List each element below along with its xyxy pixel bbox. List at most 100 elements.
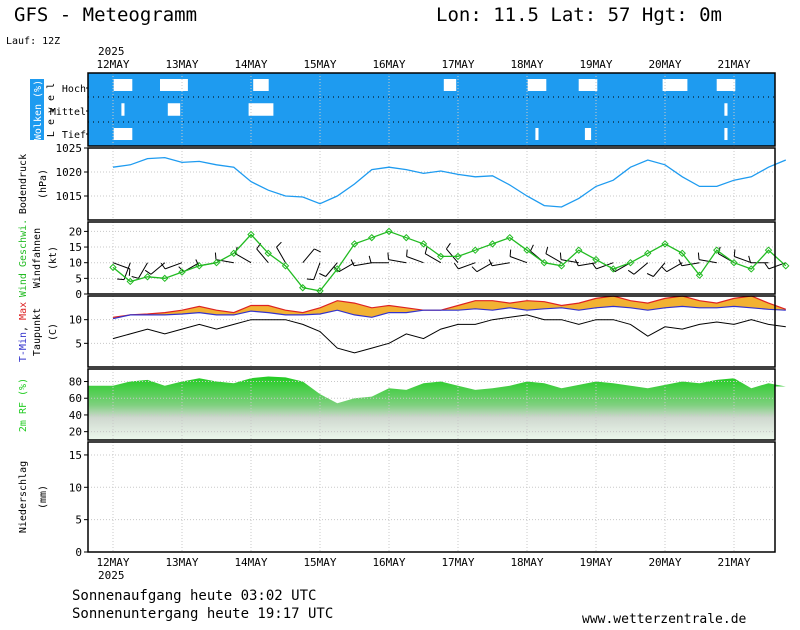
- day-label-bottom: 14MAY: [234, 556, 267, 569]
- wind-barb-feather: [545, 246, 549, 254]
- cloud-level-axis-label: L e v e l: [46, 83, 57, 137]
- wind-barb-feather: [733, 249, 736, 257]
- temp-max-line: [112, 295, 787, 318]
- wind-speed-point: [575, 246, 583, 254]
- pressure-line: [112, 156, 787, 208]
- cloud-gap: [113, 79, 133, 91]
- wind-speed-point: [299, 284, 307, 292]
- cloud-level-label: Hoch: [62, 84, 86, 95]
- wind-barb-feather: [214, 252, 217, 260]
- wind-speed-point: [350, 240, 359, 248]
- pressure-ytick-label: 1025: [56, 142, 83, 155]
- day-label-bottom: 20MAY: [648, 556, 681, 569]
- wind-barb-feather: [471, 266, 478, 273]
- wind-barb-feather: [117, 278, 125, 281]
- temp-ylabel-sep: ,: [18, 320, 29, 332]
- wind-barb-staff: [150, 262, 166, 275]
- temp-ytick-label: 10: [69, 314, 82, 327]
- wind-barb-feather: [509, 249, 512, 257]
- cloud-gap: [113, 128, 133, 140]
- cloud-gap: [535, 128, 539, 140]
- precip-unit: (mm): [38, 485, 49, 509]
- wind-speed-point: [764, 246, 773, 254]
- wind-barb-feather: [387, 252, 389, 260]
- wind-ylabel: Wind Geschwi.: [18, 219, 29, 297]
- wind-speed-point: [557, 262, 566, 270]
- wind-barb-feather: [160, 262, 166, 270]
- day-label-bottom: 12MAY: [96, 556, 129, 569]
- wind-speed-point: [368, 233, 376, 242]
- day-label-top: 19MAY: [579, 58, 612, 71]
- wind-barb-feather: [144, 269, 152, 275]
- wind-barb-feather: [764, 262, 770, 270]
- temp-range-area: [113, 296, 786, 319]
- wind-barb-feather: [453, 262, 459, 270]
- page-title: GFS - Meteogramm: [14, 4, 197, 26]
- wind-barb-staff: [388, 259, 407, 264]
- precip-ytick-label: 10: [69, 481, 82, 494]
- day-label-top: 20MAY: [648, 58, 681, 71]
- day-label-top: 14MAY: [234, 58, 267, 71]
- precip-frame: [87, 441, 776, 553]
- wind-barb-feather: [559, 252, 562, 260]
- cloud-gap: [724, 103, 728, 116]
- wind-ytick-label: 10: [69, 257, 82, 270]
- cloud-gap: [724, 128, 728, 140]
- day-label-bottom: 16MAY: [372, 556, 405, 569]
- year-label-bottom: 2025: [98, 569, 125, 582]
- wind-barb-feather: [530, 244, 534, 252]
- wind-barb-staff: [666, 262, 683, 273]
- wind-unit: (kt): [48, 246, 59, 270]
- wind-speed-point: [609, 265, 617, 273]
- wind-barb-staff: [235, 253, 252, 264]
- run-label: Lauf: 12Z: [6, 36, 60, 47]
- cloud-gap: [584, 128, 592, 140]
- wind-barb-staff: [476, 262, 493, 273]
- wind-barb-feather: [424, 246, 428, 254]
- wind-barb-feather: [697, 252, 700, 260]
- cloud-gap: [167, 103, 181, 116]
- wind-barb-staff: [302, 248, 315, 264]
- wind-barb-staff: [491, 262, 510, 267]
- wind-barb-staff: [276, 246, 286, 263]
- cloud-gap: [160, 79, 188, 91]
- wind-barb-feather: [406, 249, 408, 257]
- pressure-unit: (hPa): [38, 169, 49, 199]
- wind-barb-staff: [545, 253, 562, 264]
- wind-ytick-label: 20: [69, 225, 82, 238]
- wind-speed-point: [402, 233, 410, 242]
- pressure-ytick-label: 1015: [56, 190, 83, 203]
- pressure-frame: [87, 147, 776, 221]
- dewpoint-line: [112, 314, 786, 354]
- cloud-gap: [716, 79, 736, 91]
- sunrise-text: Sonnenaufgang heute 03:02 UTC: [72, 588, 316, 604]
- wind-speed-point: [212, 258, 221, 267]
- day-label-top: 21MAY: [717, 58, 750, 71]
- precip-ytick-label: 5: [75, 514, 82, 527]
- cloud-gap: [527, 79, 547, 91]
- wind-barb-feather: [131, 276, 139, 279]
- wind-speed-line: [112, 230, 787, 292]
- wind-barb-feather: [276, 241, 282, 248]
- wind-barb-feather: [591, 262, 597, 270]
- day-label-top: 18MAY: [510, 58, 543, 71]
- cloud-gap: [443, 79, 457, 91]
- wind-barb-staff: [353, 262, 372, 267]
- rh-frame: [87, 368, 776, 441]
- wind-ytick-label: 15: [69, 241, 82, 254]
- wind-speed-point: [178, 268, 186, 276]
- wind-barb-feather: [678, 259, 683, 267]
- wind-barb-feather: [128, 268, 131, 276]
- dewpoint-label: Taupunkt: [32, 308, 43, 356]
- precip-ytick-label: 0: [75, 546, 82, 559]
- wind-barb-staff: [313, 262, 321, 280]
- wind-speed-point: [523, 246, 531, 254]
- precip-ytick-label: 15: [69, 449, 82, 462]
- day-label-bottom: 19MAY: [579, 556, 612, 569]
- wind-barb-feather: [748, 255, 751, 263]
- wind-speed-point: [247, 230, 255, 239]
- year-label-top: 2025: [98, 45, 125, 58]
- cloud-label-bg: [30, 79, 44, 140]
- day-label-bottom: 21MAY: [717, 556, 750, 569]
